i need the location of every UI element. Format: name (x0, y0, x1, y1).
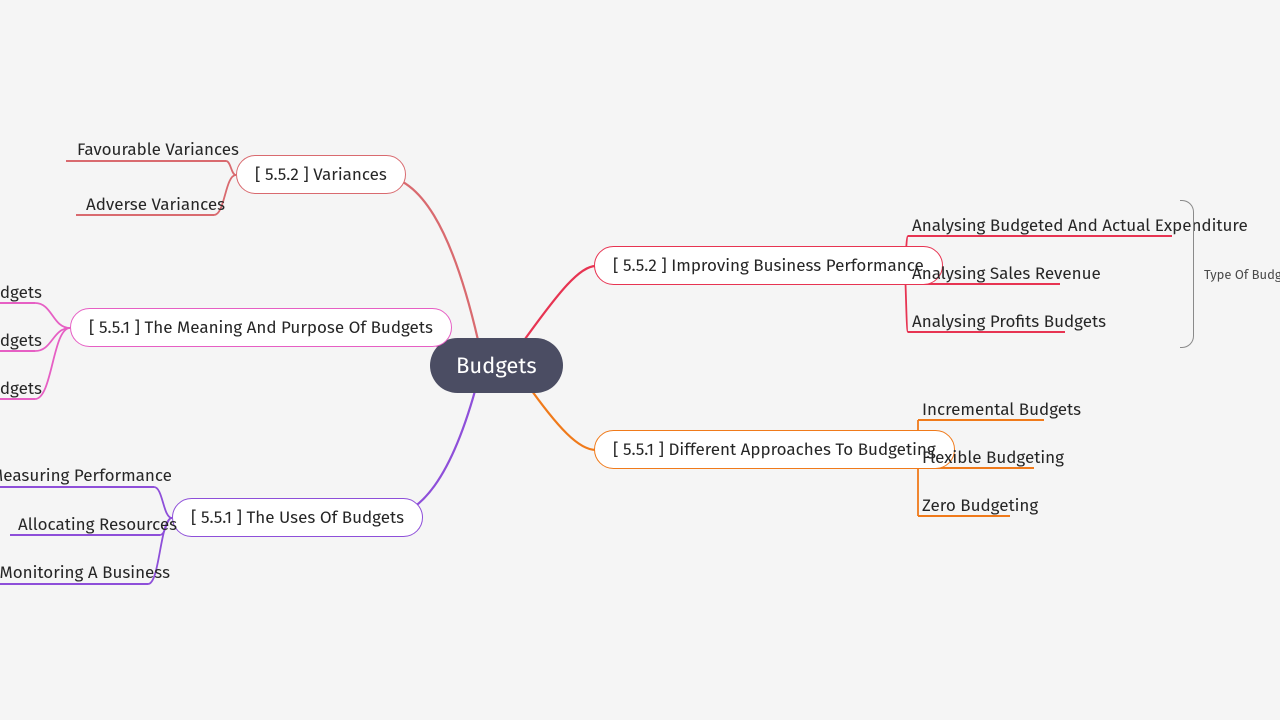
branch-node-meaning-purpose[interactable]: [ 5.5.1 ] The Meaning And Purpose Of Bud… (70, 308, 452, 347)
leaf-meaning-purpose-1[interactable]: udgets (0, 330, 42, 355)
center-node[interactable]: Budgets (430, 338, 563, 393)
branch-node-improving-performance[interactable]: [ 5.5.2 ] Improving Business Performance (594, 246, 943, 285)
leaf-improving-performance-2[interactable]: Analysing Profits Budgets (912, 311, 1106, 336)
leaf-approaches-budgeting-1[interactable]: Flexible Budgeting (922, 447, 1064, 472)
branch-node-variances[interactable]: [ 5.5.2 ] Variances (236, 155, 406, 194)
leaf-approaches-budgeting-2[interactable]: Zero Budgeting (922, 495, 1038, 520)
type-of-budget-label: Type Of Budge (1204, 268, 1280, 283)
branch-node-approaches-budgeting[interactable]: [ 5.5.1 ] Different Approaches To Budget… (594, 430, 955, 469)
branch-node-uses-of-budgets[interactable]: [ 5.5.1 ] The Uses Of Budgets (172, 498, 423, 537)
leaf-meaning-purpose-0[interactable]: udgets (0, 282, 42, 307)
type-bracket (1180, 200, 1194, 348)
leaf-uses-of-budgets-0[interactable]: Measuring Performance (0, 465, 172, 490)
leaf-variances-1[interactable]: Adverse Variances (86, 194, 225, 219)
leaf-approaches-budgeting-0[interactable]: Incremental Budgets (922, 399, 1081, 424)
mindmap-canvas: Budgets [ 5.5.2 ] VariancesFavourable Var… (0, 0, 1280, 720)
leaf-uses-of-budgets-2[interactable]: l Monitoring A Business (0, 562, 170, 587)
connectors-layer (0, 0, 1280, 720)
leaf-variances-0[interactable]: Favourable Variances (77, 139, 239, 164)
leaf-improving-performance-1[interactable]: Analysing Sales Revenue (912, 263, 1101, 288)
leaf-uses-of-budgets-1[interactable]: Allocating Resources (18, 514, 177, 539)
leaf-meaning-purpose-2[interactable]: udgets (0, 378, 42, 403)
leaf-improving-performance-0[interactable]: Analysing Budgeted And Actual Expenditur… (912, 215, 1248, 240)
